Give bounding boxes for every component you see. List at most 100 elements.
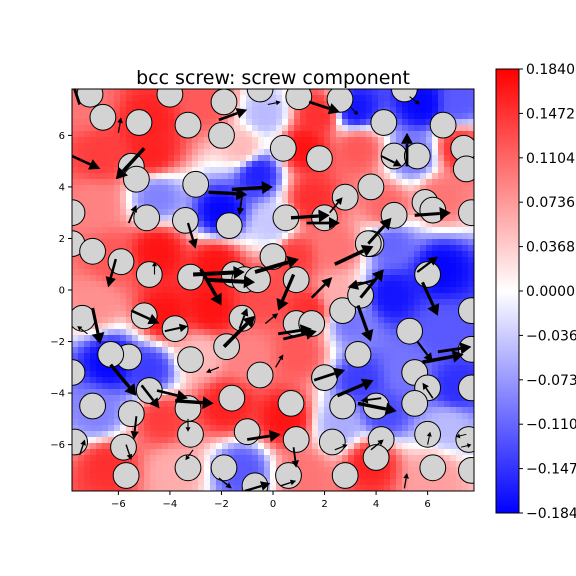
heatmap-cell: [102, 455, 109, 462]
heatmap-cell: [108, 329, 115, 336]
heatmap-cell: [120, 341, 127, 348]
heatmap-cell: [294, 377, 301, 384]
heatmap-cell: [336, 275, 343, 282]
heatmap-cell: [222, 413, 229, 420]
heatmap-cell: [378, 473, 385, 480]
heatmap-cell: [402, 299, 409, 306]
heatmap-cell: [330, 257, 337, 264]
heatmap-cell: [348, 455, 355, 462]
heatmap-cell: [468, 257, 474, 264]
heatmap-cell: [342, 281, 349, 288]
heatmap-cell: [156, 149, 163, 156]
heatmap-cell: [444, 173, 451, 180]
heatmap-cell: [390, 461, 397, 468]
heatmap-cell: [252, 323, 259, 330]
heatmap-cell: [240, 413, 247, 420]
heatmap-cell: [210, 113, 217, 120]
heatmap-cell: [378, 323, 385, 330]
heatmap-cell: [156, 365, 163, 372]
heatmap-cell: [174, 137, 181, 144]
heatmap-cell: [390, 359, 397, 366]
heatmap-cell: [84, 341, 91, 348]
heatmap-cell: [414, 95, 421, 102]
heatmap-cell: [264, 227, 271, 234]
atom-marker: [182, 170, 210, 198]
heatmap-cell: [102, 449, 109, 456]
heatmap-cell: [402, 113, 409, 120]
heatmap-cell: [138, 461, 145, 468]
heatmap-cell: [330, 479, 337, 486]
heatmap-cell: [252, 329, 259, 336]
heatmap-cell: [186, 143, 193, 150]
heatmap-cell: [426, 311, 433, 318]
heatmap-cell: [330, 413, 337, 420]
heatmap-cell: [438, 293, 445, 300]
heatmap-cell: [156, 473, 163, 480]
heatmap-cell: [414, 119, 421, 126]
heatmap-cell: [162, 227, 169, 234]
heatmap-cell: [186, 317, 193, 324]
heatmap-cell: [342, 131, 349, 138]
heatmap-cell: [324, 329, 331, 336]
heatmap-cell: [126, 143, 133, 150]
heatmap-cell: [456, 257, 463, 264]
heatmap-cell: [348, 221, 355, 228]
heatmap-cell: [366, 155, 373, 162]
heatmap-cell: [210, 251, 217, 258]
heatmap-cell: [354, 179, 361, 186]
heatmap-cell: [240, 257, 247, 264]
heatmap-cell: [258, 353, 265, 360]
heatmap-cell: [96, 365, 103, 372]
heatmap-cell: [174, 425, 181, 432]
heatmap-cell: [330, 323, 337, 330]
heatmap-cell: [150, 455, 157, 462]
heatmap-cell: [318, 275, 325, 282]
heatmap-cell: [432, 359, 439, 366]
heatmap-cell: [222, 119, 229, 126]
heatmap-cell: [378, 221, 385, 228]
heatmap-cell: [450, 269, 457, 276]
heatmap-cell: [228, 245, 235, 252]
heatmap-cell: [174, 161, 181, 168]
heatmap-cell: [396, 173, 403, 180]
heatmap-cell: [468, 269, 474, 276]
atom-marker: [210, 89, 238, 116]
heatmap-cell: [156, 293, 163, 300]
heatmap-cell: [294, 485, 301, 491]
heatmap-cell: [450, 395, 457, 402]
heatmap-cell: [390, 479, 397, 486]
heatmap-cell: [444, 245, 451, 252]
heatmap-cell: [306, 395, 313, 402]
heatmap-cell: [270, 131, 277, 138]
heatmap-cell: [408, 179, 415, 186]
heatmap-cell: [84, 431, 91, 438]
heatmap-cell: [186, 311, 193, 318]
heatmap-cell: [96, 437, 103, 444]
heatmap-cell: [222, 197, 229, 204]
atom-marker: [306, 145, 333, 173]
heatmap-cell: [336, 179, 343, 186]
heatmap-cell: [450, 113, 457, 120]
heatmap-cell: [318, 353, 325, 360]
heatmap-cell: [276, 167, 283, 174]
heatmap-cell: [126, 239, 133, 246]
heatmap-cell: [228, 185, 235, 192]
heatmap-cell: [168, 227, 175, 234]
heatmap-cell: [258, 179, 265, 186]
heatmap-cell: [342, 161, 349, 168]
heatmap-cell: [174, 293, 181, 300]
heatmap-cell: [150, 125, 157, 132]
heatmap-cell: [276, 317, 283, 324]
heatmap-cell: [444, 413, 451, 420]
heatmap-cell: [300, 209, 307, 216]
heatmap-cell: [354, 119, 361, 126]
displacement-arrow: [127, 205, 137, 224]
heatmap-cell: [180, 233, 187, 240]
heatmap-cell: [102, 413, 109, 420]
heatmap-cell: [444, 395, 451, 402]
heatmap-cell: [282, 377, 289, 384]
heatmap-cell: [204, 197, 211, 204]
heatmap-cell: [372, 257, 379, 264]
heatmap-cell: [288, 293, 295, 300]
heatmap-cell: [270, 233, 277, 240]
